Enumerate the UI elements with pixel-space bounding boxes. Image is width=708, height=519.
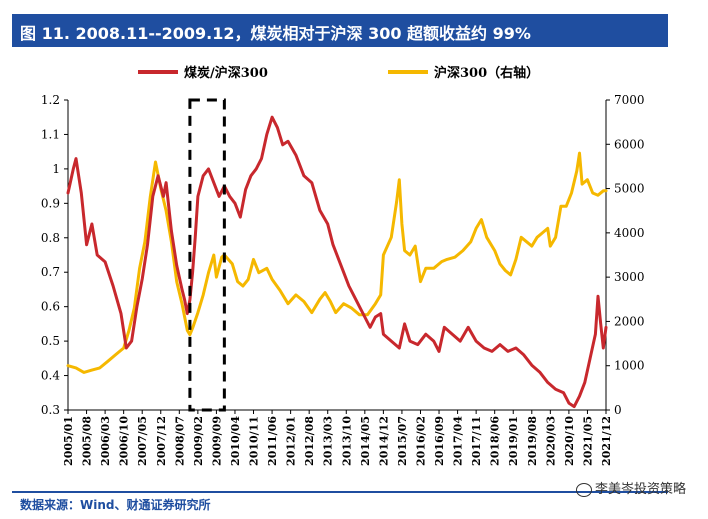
x-tick-label: 2011/06: [266, 416, 279, 466]
x-tick-label: 2007/12: [155, 416, 168, 466]
x-tick-label: 2020/10: [563, 416, 576, 466]
x-tick-label: 2006/10: [118, 416, 131, 466]
x-tick-label: 2017/04: [452, 416, 465, 466]
y-right-tick-label: 7000: [614, 93, 645, 107]
data-source: 数据来源：Wind、财通证券研究所: [20, 498, 211, 512]
footer-divider: [12, 491, 668, 493]
x-tick-label: 2016/09: [433, 416, 446, 466]
x-tick-label: 2006/03: [99, 416, 112, 466]
x-tick-label: 2017/11: [470, 416, 483, 466]
x-tick-label: 2013/03: [322, 416, 335, 466]
x-tick-label: 2020/03: [544, 416, 557, 466]
y-right-tick-label: 4000: [614, 226, 645, 240]
x-tick-label: 2013/10: [340, 416, 353, 466]
x-tick-label: 2021/12: [600, 416, 613, 466]
title-bar: 图 11. 2008.11--2009.12，煤炭相对于沪深 300 超额收益约…: [12, 14, 668, 47]
x-tick-label: 2008/07: [173, 416, 186, 466]
highlight-box: [188, 98, 226, 412]
legend-label: 沪深300（右轴）: [434, 65, 539, 81]
x-tick-label: 2007/05: [136, 416, 149, 466]
y-right-tick-label: 1000: [614, 359, 645, 373]
series-line-hs300: [66, 151, 608, 374]
y-left-tick-label: 0.8: [41, 231, 60, 245]
x-tick-label: 2010/11: [248, 416, 261, 466]
figure-title: 图 11. 2008.11--2009.12，煤炭相对于沪深 300 超额收益约…: [20, 24, 531, 43]
x-tick-label: 2009/02: [192, 416, 205, 466]
y-right-tick-label: 3000: [614, 270, 645, 284]
y-left-tick-label: 0.5: [41, 334, 60, 348]
x-tick-label: 2021/05: [581, 416, 594, 466]
y-left-tick-label: 1: [52, 162, 60, 176]
x-tick-label: 2019/01: [507, 416, 520, 466]
y-left-tick-label: 0.9: [41, 196, 60, 210]
x-tick-label: 2019/08: [526, 416, 539, 466]
x-tick-label: 2012/01: [285, 416, 298, 466]
legend-label: 煤炭/沪深300: [184, 65, 268, 81]
y-left-tick-label: 1.2: [41, 93, 60, 107]
y-left-tick-label: 1.1: [41, 127, 60, 141]
y-left-tick-label: 0.3: [41, 403, 60, 417]
y-right-tick-label: 6000: [614, 137, 645, 151]
y-left-tick-label: 0.4: [41, 369, 60, 383]
watermark: 李美岑投资策略: [575, 478, 686, 497]
x-tick-label: 2018/06: [489, 416, 502, 466]
series-line-coal-ratio: [66, 115, 608, 409]
y-right-tick-label: 2000: [614, 314, 645, 328]
x-tick-label: 2015/07: [396, 416, 409, 466]
y-left-tick-label: 0.7: [41, 265, 60, 279]
x-tick-label: 2012/08: [303, 416, 316, 466]
y-right-tick-label: 0: [614, 403, 622, 417]
y-right-tick-label: 5000: [614, 182, 645, 196]
watermark-text: 李美岑投资策略: [594, 482, 686, 497]
chart: 0.3 0.4 0.5 0.6 0.7 0.8 0.9 1 1.1 1.2 0 1000 2000 300…: [41, 65, 645, 466]
x-tick-label: 2014/05: [359, 416, 372, 466]
y-left-tick-label: 0.6: [41, 300, 60, 314]
wechat-icon: [575, 482, 592, 497]
x-tick-label: 2005/08: [81, 416, 94, 466]
x-tick-label: 2005/01: [62, 416, 75, 466]
x-tick-label: 2014/12: [377, 416, 390, 466]
x-tick-label: 2016/02: [414, 416, 427, 466]
x-tick-label: 2009/09: [210, 416, 223, 466]
x-tick-label: 2010/04: [229, 416, 242, 466]
